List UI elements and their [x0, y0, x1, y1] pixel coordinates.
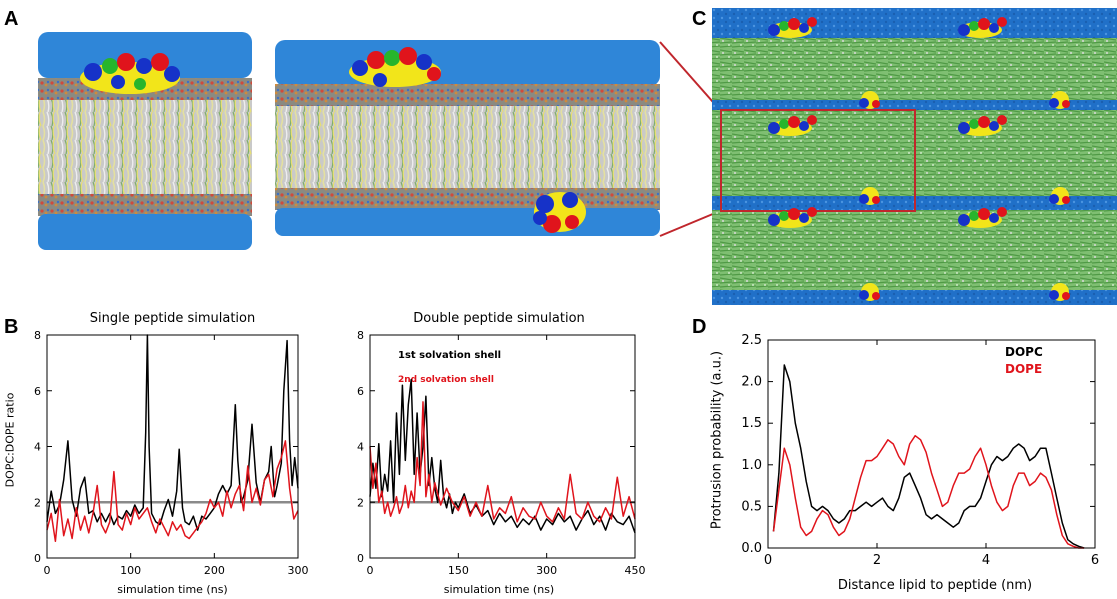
chart-d-ytick-label: 0.5 [741, 499, 762, 514]
connector-line-bottom [659, 210, 721, 237]
chart-b-left-frame [46, 334, 299, 559]
replica-peptide [768, 115, 817, 136]
chart-d-ytick-label: 2.0 [741, 375, 762, 390]
chart-b-left: 0 100 200 300 0 2 4 6 8 [34, 329, 309, 577]
chart-d-ytick-label: 1.0 [741, 458, 762, 473]
chart-d: 0 2 4 6 0.0 0.5 1.0 1.5 2.0 2.5 [741, 333, 1099, 568]
chart-d-frame [767, 339, 1096, 549]
panel-letter-c: C [692, 8, 707, 30]
chart-d-ylabel: Protrusion probability (a.u.) [709, 350, 725, 530]
chart-b-right-frame [369, 334, 636, 559]
replica-peptide-small [1049, 283, 1070, 301]
chart-b-right-series-2nd-solvation-shell [369, 401, 636, 523]
chart-b-left-ytick-label: 6 [34, 385, 41, 398]
periodic-replica-view [712, 8, 1117, 305]
replica-peptide-small [1049, 187, 1070, 205]
chart-b-left-title: Single peptide simulation [89, 311, 256, 326]
replica-peptide [958, 17, 1007, 38]
panel-letter-a: A [4, 8, 19, 30]
chart-d-xtick-label: 4 [982, 553, 990, 568]
chart-d-ytick-label: 1.5 [741, 416, 762, 431]
chart-b-right-ytick-label: 4 [357, 441, 364, 454]
chart-b-left-ytick-label: 4 [34, 441, 41, 454]
chart-b-right-series-1st-solvation-shell [369, 378, 636, 534]
legend-second-shell: 2nd solvation shell [398, 375, 494, 385]
replica-peptide-small [859, 187, 880, 205]
replica-peptide [958, 115, 1007, 136]
chart-b-left-xlabel: simulation time (ns) [117, 583, 228, 596]
chart-d-xtick-label: 0 [764, 553, 772, 568]
chart-b-right: 0 150 300 450 0 2 4 6 8 [357, 329, 646, 577]
chart-d-series-dopc [772, 364, 1085, 549]
chart-b-right-xtick-label: 150 [448, 564, 469, 577]
replica-peptide [768, 17, 817, 38]
chart-b-right-ytick-label: 8 [357, 329, 364, 342]
replica-peptides [768, 17, 1070, 301]
peptide-lower [533, 192, 586, 233]
panel-letter-d: D [692, 316, 707, 338]
chart-d-ytick-label: 0.0 [741, 541, 762, 556]
chart-b-right-ytick-label: 2 [357, 496, 364, 509]
bilayer-double-peptide [275, 40, 660, 236]
chart-b-right-xlabel: simulation time (ns) [443, 583, 555, 596]
legend-first-shell: 1st solvation shell [398, 350, 502, 361]
chart-d-xlabel: Distance lipid to peptide (nm) [837, 578, 1033, 593]
chart-b-left-xtick-label: 0 [44, 564, 51, 577]
chart-b-left-ytick-label: 8 [34, 329, 41, 342]
chart-d-xtick-label: 6 [1091, 553, 1099, 568]
bilayer-single-peptide [38, 32, 252, 250]
chart-b-left-ytick-label: 0 [34, 552, 41, 565]
replica-peptide-small [859, 283, 880, 301]
legend-dope: DOPE [1005, 362, 1043, 376]
replica-peptide [768, 207, 817, 228]
molecular-renderings [38, 8, 1117, 305]
chart-d-xtick-label: 2 [873, 553, 881, 568]
chart-d-ytick-label: 2.5 [741, 333, 762, 348]
panel-letter-b: B [4, 316, 19, 338]
replica-peptide-small [859, 91, 880, 109]
unit-cell-box [720, 109, 916, 212]
chart-b-right-title: Double peptide simulation [413, 311, 585, 326]
chart-b-right-xtick-label: 300 [536, 564, 557, 577]
replica-peptide-small [1049, 91, 1070, 109]
connector-line-top [659, 41, 721, 111]
chart-b-left-xtick-label: 200 [204, 564, 225, 577]
chart-b-left-ytick-label: 2 [34, 496, 41, 509]
legend-dopc: DOPC [1005, 345, 1043, 359]
chart-b-right-ytick-label: 0 [357, 552, 364, 565]
chart-b-left-xtick-label: 300 [288, 564, 309, 577]
replica-peptide [958, 207, 1007, 228]
chart-b-left-xtick-label: 100 [120, 564, 141, 577]
chart-b-right-xtick-label: 450 [625, 564, 646, 577]
chart-b-left-series-line-2 [46, 440, 299, 543]
chart-d-series-dope [772, 434, 1085, 549]
chart-b-right-xtick-label: 0 [367, 564, 374, 577]
peptide-upper [349, 47, 441, 87]
peptide-top [80, 53, 180, 94]
chart-b-right-ytick-label: 6 [357, 385, 364, 398]
